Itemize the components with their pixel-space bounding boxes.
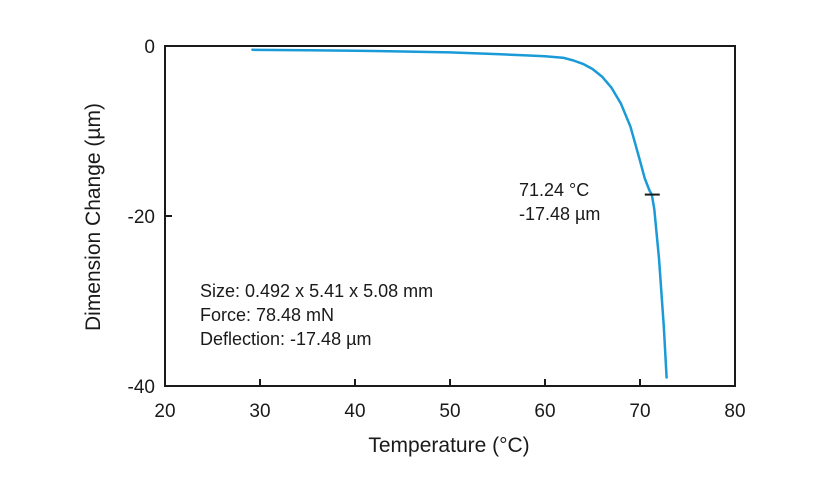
- marker-label-temperature: 71.24 °C: [519, 180, 589, 200]
- y-tick-label: -20: [128, 207, 155, 228]
- y-axis-ticks: 0 -20 -40: [128, 37, 172, 398]
- y-axis-title: Dimension Change (µm): [82, 103, 105, 331]
- x-tick-label: 50: [439, 401, 460, 422]
- annotation-force: Force: 78.48 mN: [200, 305, 334, 325]
- x-tick-label: 30: [249, 401, 270, 422]
- x-tick-label: 60: [534, 401, 555, 422]
- x-tick-label: 20: [154, 401, 175, 422]
- x-axis-ticks: 20 30 40 50 60 70 80: [154, 379, 746, 422]
- x-tick-label: 80: [724, 401, 745, 422]
- x-axis-title: Temperature (°C): [368, 434, 529, 457]
- y-tick-label: 0: [144, 37, 155, 58]
- x-tick-label: 40: [344, 401, 365, 422]
- annotation-size: Size: 0.492 x 5.41 x 5.08 mm: [200, 281, 433, 301]
- marker-label-dimension: -17.48 µm: [519, 204, 600, 224]
- annotation-deflection: Deflection: -17.48 µm: [200, 329, 371, 349]
- series-line: [251, 48, 668, 379]
- y-tick-label: -40: [128, 377, 155, 398]
- x-tick-label: 70: [629, 401, 650, 422]
